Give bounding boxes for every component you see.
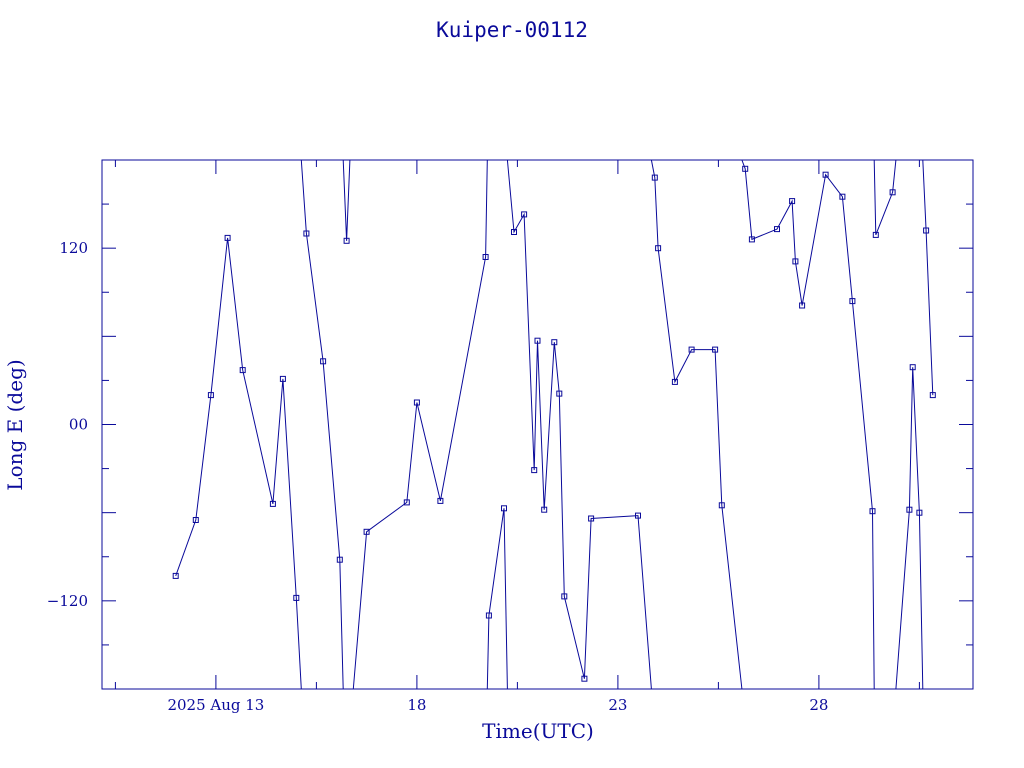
data-point bbox=[192, 517, 199, 523]
y-axis-label: Long E (deg) bbox=[3, 359, 27, 490]
data-point bbox=[671, 378, 678, 385]
data-point bbox=[437, 497, 444, 504]
y-tick-label: 120 bbox=[59, 239, 88, 257]
data-point bbox=[531, 467, 538, 474]
data-point bbox=[909, 364, 916, 371]
data-point bbox=[889, 189, 896, 196]
data-point bbox=[343, 237, 350, 244]
data-point bbox=[869, 508, 876, 515]
series-line-2 bbox=[342, 159, 351, 241]
data-point bbox=[269, 500, 276, 507]
series-line-8 bbox=[873, 159, 897, 236]
data-point bbox=[688, 346, 695, 353]
data-point bbox=[774, 226, 780, 233]
data-point bbox=[789, 198, 796, 205]
data-point bbox=[916, 509, 923, 516]
data-point bbox=[872, 231, 879, 238]
series-line-4 bbox=[486, 508, 508, 690]
data-point bbox=[748, 236, 755, 243]
plot-series bbox=[172, 159, 936, 690]
data-point bbox=[511, 229, 517, 235]
data-point bbox=[712, 346, 719, 353]
series-line-5 bbox=[506, 159, 652, 690]
data-point bbox=[303, 230, 310, 237]
data-point bbox=[482, 254, 489, 260]
data-point bbox=[588, 515, 595, 522]
series-line-10 bbox=[922, 159, 934, 396]
series-line-1 bbox=[300, 159, 344, 690]
series-line-3 bbox=[352, 159, 488, 690]
x-tick-label: 28 bbox=[809, 696, 828, 714]
data-point bbox=[799, 302, 806, 309]
plot-ticks: 2025 Aug 13 18 23 28 −120 00 120 bbox=[47, 160, 973, 714]
data-point bbox=[413, 399, 420, 406]
data-point bbox=[635, 512, 641, 519]
data-point bbox=[929, 392, 936, 399]
data-point bbox=[839, 193, 846, 200]
x-tick-label: 2025 Aug 13 bbox=[167, 696, 264, 714]
data-point bbox=[561, 593, 568, 600]
data-point bbox=[336, 556, 343, 563]
data-point bbox=[403, 499, 410, 506]
data-point bbox=[849, 298, 856, 305]
series-line-0 bbox=[175, 237, 302, 690]
data-point bbox=[556, 390, 563, 397]
data-point bbox=[293, 594, 300, 601]
data-point bbox=[207, 392, 214, 399]
series-line-6 bbox=[650, 159, 743, 690]
data-point bbox=[581, 675, 588, 682]
y-tick-label: −120 bbox=[47, 592, 88, 610]
data-point bbox=[534, 337, 541, 344]
data-point bbox=[279, 375, 286, 382]
data-point bbox=[718, 502, 725, 509]
data-point bbox=[651, 174, 658, 181]
data-point bbox=[655, 245, 662, 252]
data-point bbox=[320, 358, 327, 365]
data-point bbox=[551, 339, 558, 346]
x-axis-label: Time(UTC) bbox=[482, 719, 594, 743]
data-point bbox=[822, 171, 829, 178]
data-point bbox=[224, 234, 231, 241]
data-point bbox=[923, 227, 930, 234]
series-line-9 bbox=[895, 367, 924, 690]
chart-title: Kuiper-00112 bbox=[436, 18, 588, 42]
x-tick-label: 18 bbox=[407, 696, 426, 714]
data-point bbox=[485, 612, 492, 619]
x-tick-label: 23 bbox=[608, 696, 627, 714]
data-point bbox=[742, 165, 749, 172]
data-point bbox=[541, 506, 548, 513]
data-point bbox=[501, 505, 507, 512]
data-point bbox=[363, 528, 370, 535]
plot-frame bbox=[101, 159, 974, 690]
y-tick-label: 00 bbox=[69, 416, 88, 434]
series-line-7 bbox=[741, 159, 875, 690]
data-point bbox=[239, 367, 246, 374]
data-point bbox=[906, 506, 913, 513]
data-point bbox=[172, 572, 179, 579]
data-point bbox=[792, 258, 799, 265]
data-point bbox=[521, 211, 528, 218]
